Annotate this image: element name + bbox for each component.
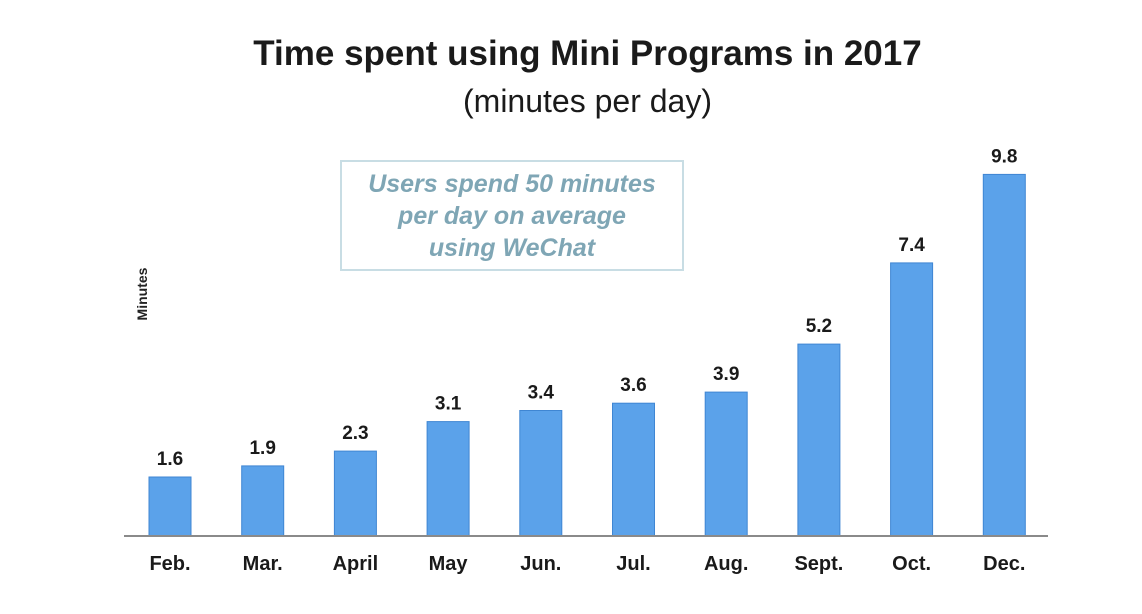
bar-value-label: 3.6 bbox=[620, 375, 646, 396]
x-tick-label: Mar. bbox=[243, 553, 283, 575]
bar-value-label: 3.9 bbox=[713, 364, 739, 385]
bar-oct bbox=[890, 262, 934, 537]
bar-value-label: 7.4 bbox=[898, 235, 925, 256]
bar-may bbox=[426, 421, 470, 537]
bar-dec bbox=[982, 173, 1026, 537]
x-tick-label: Dec. bbox=[983, 553, 1025, 575]
bar-value-label: 3.4 bbox=[528, 383, 555, 404]
labels-group: 1.6 Feb. 1.9 Mar. 2.3 April 3.1 May 3.4 Jun. 3.6 Ju… bbox=[149, 146, 1025, 575]
bar-sept bbox=[797, 343, 841, 537]
x-tick-label: Jul. bbox=[616, 553, 650, 575]
chart-subtitle: (minutes per day) bbox=[463, 83, 712, 119]
annotation-box: Users spend 50 minutes per day on averag… bbox=[340, 160, 684, 271]
bar-jul bbox=[612, 402, 655, 537]
chart-title: Time spent using Mini Programs in 2017 bbox=[253, 34, 922, 73]
bar-value-label: 5.2 bbox=[806, 316, 832, 337]
x-tick-label: Jun. bbox=[520, 553, 561, 575]
bar-mar bbox=[241, 465, 285, 537]
x-tick-label: May bbox=[429, 553, 469, 575]
bar-value-label: 2.3 bbox=[342, 423, 368, 444]
x-tick-label: Aug. bbox=[704, 553, 748, 575]
x-tick-label: Oct. bbox=[892, 553, 931, 575]
bar-aug bbox=[704, 391, 748, 537]
x-tick-label: April bbox=[333, 553, 379, 575]
x-tick-label: Feb. bbox=[149, 553, 190, 575]
bar-feb bbox=[148, 476, 192, 537]
bar-value-label: 9.8 bbox=[991, 146, 1017, 167]
bar-value-label: 1.6 bbox=[157, 449, 183, 470]
annotation-text: Users spend 50 minutes per day on averag… bbox=[368, 169, 656, 262]
bars-group bbox=[148, 173, 1026, 537]
bar-jun bbox=[519, 410, 563, 537]
bar-value-label: 1.9 bbox=[249, 438, 275, 459]
bar-value-label: 3.1 bbox=[435, 394, 462, 415]
x-tick-label: Sept. bbox=[794, 553, 843, 575]
bar-april bbox=[333, 450, 377, 537]
